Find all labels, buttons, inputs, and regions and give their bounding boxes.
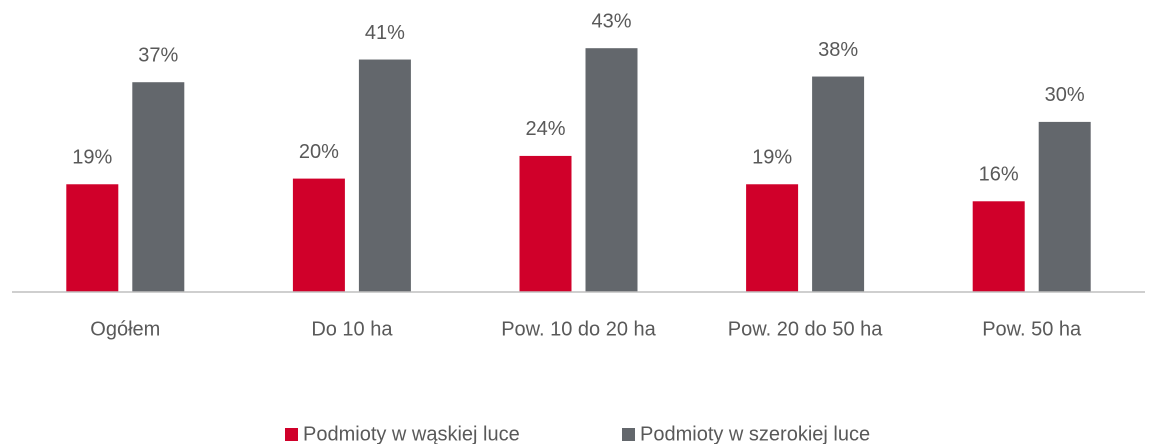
bar <box>585 48 638 292</box>
data-label: 30% <box>1045 84 1085 106</box>
data-label: 24% <box>525 118 565 140</box>
data-label: 19% <box>72 147 112 169</box>
x-tick-label: Do 10 ha <box>311 318 393 340</box>
bar <box>812 76 865 292</box>
x-tick-label: Pow. 20 do 50 ha <box>728 318 883 340</box>
data-label: 43% <box>591 10 631 32</box>
x-tick-label: Ogółem <box>90 318 160 340</box>
bar <box>972 201 1025 292</box>
data-label: 41% <box>365 22 405 44</box>
bar <box>358 59 411 292</box>
legend-swatch <box>285 428 298 441</box>
bar <box>292 178 345 292</box>
bar <box>1038 121 1091 292</box>
legend-label: Podmioty w wąskiej luce <box>303 423 520 444</box>
data-label: 37% <box>138 44 178 66</box>
legend-swatch <box>622 428 635 441</box>
bar <box>746 184 799 292</box>
bar <box>66 184 119 292</box>
x-tick-label: Pow. 10 do 20 ha <box>501 318 656 340</box>
data-label: 19% <box>752 147 792 169</box>
bar <box>132 82 185 292</box>
data-label: 16% <box>979 164 1019 186</box>
legend-label: Podmioty w szerokiej luce <box>640 423 870 444</box>
data-label: 20% <box>299 141 339 163</box>
x-tick-label: Pow. 50 ha <box>982 318 1082 340</box>
data-label: 38% <box>818 39 858 61</box>
bar <box>519 155 572 292</box>
